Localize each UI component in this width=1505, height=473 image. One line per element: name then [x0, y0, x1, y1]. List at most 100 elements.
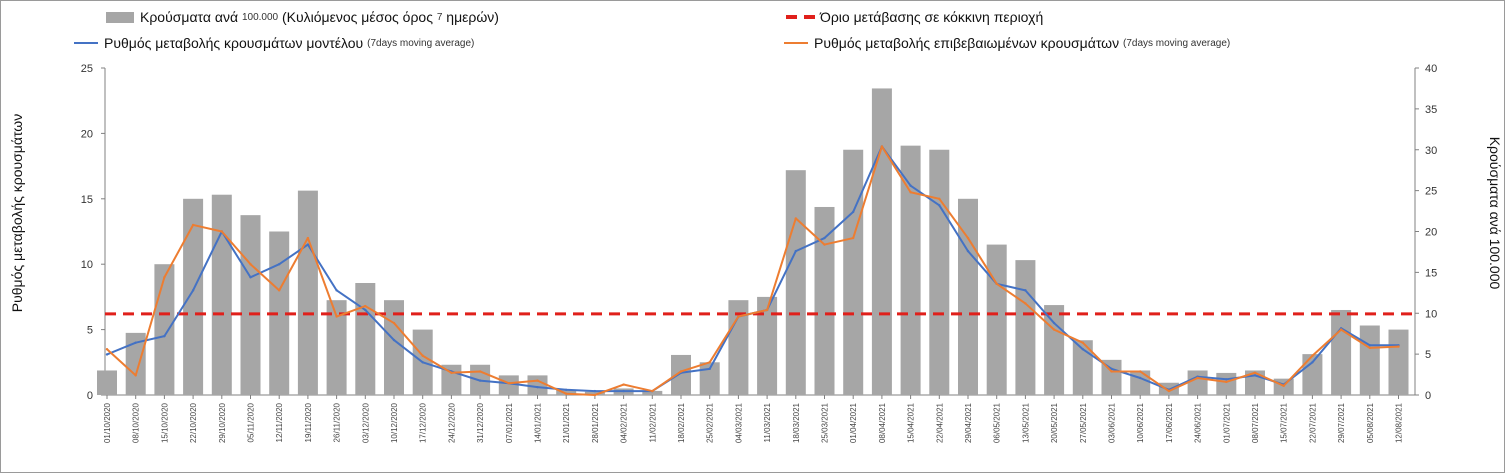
bar [871, 88, 892, 395]
x-tick-label: 15/04/2021 [907, 402, 916, 443]
x-tick-label: 12/11/2020 [275, 402, 284, 442]
y-right-tick-label: 25 [1425, 186, 1437, 198]
legend-text: Ρυθμός μεταβολής επιβεβαιωμένων κρουσμάτ… [814, 35, 1120, 51]
legend-swatch-confirmed [784, 42, 808, 44]
bar [1388, 329, 1409, 395]
confirmed-rate-point [909, 191, 912, 194]
confirmed-rate-point [708, 361, 711, 364]
bar [986, 244, 1007, 395]
x-tick-label: 13/05/2021 [1021, 402, 1030, 443]
x-tick-label: 18/02/2021 [677, 402, 686, 443]
confirmed-rate-point [1339, 328, 1343, 331]
x-tick-label: 15/10/2020 [160, 402, 169, 443]
confirmed-rate-point [1282, 384, 1285, 388]
confirmed-rate-point [1368, 346, 1372, 350]
confirmed-rate-point [134, 374, 137, 377]
confirmed-rate-point [1052, 328, 1056, 331]
confirmed-rate-point [1253, 371, 1257, 374]
x-tick-label: 20/05/2021 [1050, 402, 1059, 443]
x-tick-label: 04/03/2021 [734, 402, 743, 443]
x-tick-label: 08/04/2021 [878, 402, 887, 443]
confirmed-rate-point [536, 379, 539, 382]
bar [1216, 372, 1237, 395]
model-rate-point [364, 308, 367, 312]
bar [384, 300, 404, 395]
confirmed-rate-line [106, 145, 1399, 396]
model-rate-point [593, 389, 597, 393]
x-tick-label: 18/03/2021 [792, 402, 801, 443]
y-right-tick-label: 30 [1425, 145, 1437, 157]
bar [1044, 305, 1065, 395]
confirmed-rate-point [880, 145, 884, 148]
bar [929, 149, 950, 395]
model-rate-point [163, 334, 166, 338]
legend-swatch-bars [106, 11, 134, 23]
model-rate-point [708, 367, 711, 371]
legend-swatch-threshold [786, 15, 816, 19]
y-right-tick-label: 40 [1425, 63, 1437, 75]
legend-text: (Κυλιόμενος μέσος όρος [282, 9, 433, 25]
y-left-tick-label: 25 [81, 63, 93, 75]
confirmed-rate-point [938, 197, 941, 200]
y-right-tick-label: 20 [1425, 227, 1437, 239]
y-left-tick-label: 15 [81, 194, 93, 206]
y-right-tick-label: 35 [1425, 104, 1437, 116]
x-tick-label: 10/12/2020 [390, 402, 399, 443]
model-rate-point [794, 249, 797, 253]
bar [125, 332, 146, 395]
model-rate-point [306, 243, 310, 246]
legend-text: (7days moving average) [367, 37, 475, 49]
model-rate-point [852, 210, 855, 214]
x-tick-label: 22/10/2020 [189, 402, 198, 443]
bar [326, 300, 347, 395]
x-tick-label: 04/02/2021 [620, 402, 629, 443]
bar [1331, 309, 1352, 395]
model-rate-point [1024, 289, 1027, 292]
confirmed-rate-point [1081, 341, 1085, 344]
x-tick-label: 29/04/2021 [964, 402, 973, 443]
confirmed-rate-point [450, 371, 453, 374]
confirmed-rate-point [1167, 389, 1171, 393]
y-right-tick-label: 5 [1425, 349, 1431, 361]
confirmed-rate-point [1397, 345, 1400, 348]
model-rate-point [565, 388, 568, 391]
legend-text: Ρυθμός μεταβολής κρουσμάτων μοντέλου [104, 35, 364, 51]
bar [814, 206, 835, 395]
confirmed-rate-point [364, 304, 367, 308]
confirmed-rate-point [1110, 370, 1113, 373]
y-left-tick-label: 5 [87, 325, 93, 337]
bar [671, 354, 691, 395]
model-rate-point [1368, 344, 1372, 347]
confirmed-rate-point [1225, 380, 1228, 384]
bar [1130, 370, 1151, 395]
x-tick-label: 06/05/2021 [993, 402, 1002, 443]
model-rate-point [134, 341, 137, 344]
x-tick-label: 29/07/2021 [1337, 402, 1346, 443]
x-tick-label: 26/11/2020 [333, 402, 342, 442]
x-tick-label: 10/06/2021 [1136, 402, 1145, 443]
bar [1072, 340, 1093, 395]
confirmed-rate-point [191, 223, 195, 227]
bar [900, 145, 921, 395]
x-tick-label: 05/11/2020 [247, 402, 256, 442]
y-left-tick-label: 0 [87, 390, 93, 402]
bar [1187, 370, 1208, 395]
x-tick-label: 17/12/2020 [419, 402, 428, 443]
confirmed-rate-point [565, 392, 568, 395]
x-tick-label: 27/05/2021 [1079, 402, 1088, 443]
model-rate-point [278, 263, 281, 266]
x-tick-label: 11/03/2021 [763, 402, 772, 442]
confirmed-rate-point [1311, 354, 1314, 357]
x-tick-label: 22/07/2021 [1308, 402, 1317, 443]
bar [843, 149, 864, 395]
bar [1359, 325, 1380, 395]
model-rate-point [478, 379, 482, 382]
legend-text: Κρούσματα ανά [140, 9, 239, 25]
legend-item-bars: Κρούσματα ανά 100.000 (Κυλιόμενος μέσος … [106, 9, 499, 25]
confirmed-rate-point [478, 370, 482, 373]
model-rate-point [392, 338, 396, 342]
model-rate-point [105, 353, 109, 356]
legend-text: Όριο μετάβασης σε κόκκινη περιοχή [820, 9, 1044, 25]
confirmed-rate-point [1139, 370, 1142, 373]
